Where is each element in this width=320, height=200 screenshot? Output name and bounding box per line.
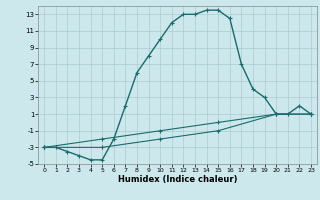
X-axis label: Humidex (Indice chaleur): Humidex (Indice chaleur) xyxy=(118,175,237,184)
